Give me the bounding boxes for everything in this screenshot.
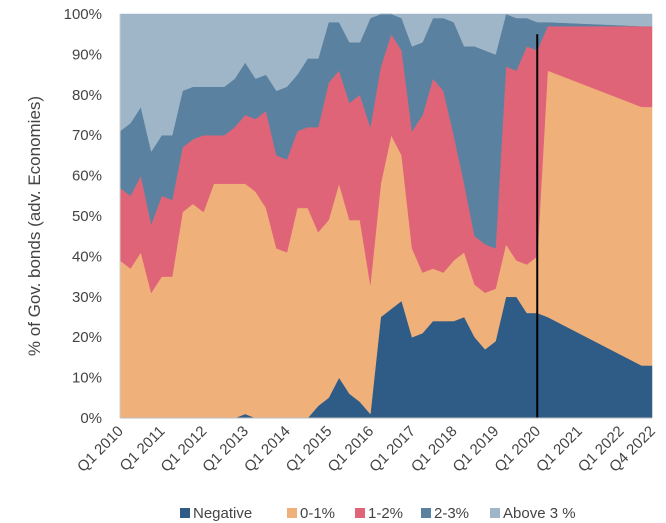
legend-item-0-1: 0-1% <box>287 505 335 522</box>
legend-item-negative: Negative <box>180 505 252 522</box>
y-tick-label: 60% <box>72 168 102 185</box>
area-series-above-3 <box>119 13 653 152</box>
legend-item-above-3: Above 3 % <box>490 505 576 522</box>
y-tick-label: 0% <box>80 410 102 427</box>
legend-swatch <box>355 508 365 518</box>
y-axis-tick-labels: 0% 10% 20% 30% 40% 50% 60% 70% 80% 90% 100% <box>64 6 102 427</box>
legend-item-2-3: 2-3% <box>421 505 469 522</box>
y-tick-label: 40% <box>72 248 102 265</box>
legend-swatch <box>180 508 190 518</box>
y-tick-label: 50% <box>72 208 102 225</box>
axes-layer <box>119 14 652 419</box>
legend-label: 0-1% <box>300 505 335 522</box>
legend-label: Negative <box>193 505 252 522</box>
y-tick-label: 30% <box>72 289 102 306</box>
x-tick-label: Q1 2010 <box>74 423 127 476</box>
y-tick-label: 100% <box>64 6 102 23</box>
plot-area <box>119 13 653 419</box>
legend-item-1-2: 1-2% <box>355 505 403 522</box>
legend-label: 2-3% <box>434 505 469 522</box>
y-axis-title: % of Gov. bonds (adv. Economies) <box>25 96 44 356</box>
y-tick-label: 10% <box>72 370 102 387</box>
y-tick-label: 20% <box>72 329 102 346</box>
y-tick-label: 90% <box>72 46 102 63</box>
legend-swatch <box>421 508 431 518</box>
legend-label: Above 3 % <box>503 505 576 522</box>
y-tick-label: 70% <box>72 127 102 144</box>
legend-swatch <box>287 508 297 518</box>
legend-label: 1-2% <box>368 505 403 522</box>
y-tick-label: 80% <box>72 87 102 104</box>
legend: Negative 0-1% 1-2% 2-3% Above 3 % <box>180 505 576 522</box>
legend-swatch <box>490 508 500 518</box>
